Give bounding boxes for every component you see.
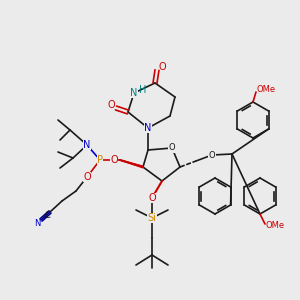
Text: C: C <box>44 211 50 220</box>
Text: N: N <box>130 88 138 98</box>
Text: O: O <box>209 151 215 160</box>
Text: O: O <box>148 193 156 203</box>
Text: N: N <box>144 123 152 133</box>
Text: O: O <box>107 100 115 110</box>
Text: O: O <box>83 172 91 182</box>
Text: Si: Si <box>148 213 156 223</box>
Text: N: N <box>34 218 40 227</box>
Text: N: N <box>83 140 91 150</box>
Text: O: O <box>158 62 166 72</box>
Text: O: O <box>169 143 175 152</box>
Text: OMe: OMe <box>266 221 285 230</box>
Text: O: O <box>110 155 118 165</box>
Text: P: P <box>97 155 103 165</box>
Text: H: H <box>139 85 147 95</box>
Text: OMe: OMe <box>256 85 276 94</box>
